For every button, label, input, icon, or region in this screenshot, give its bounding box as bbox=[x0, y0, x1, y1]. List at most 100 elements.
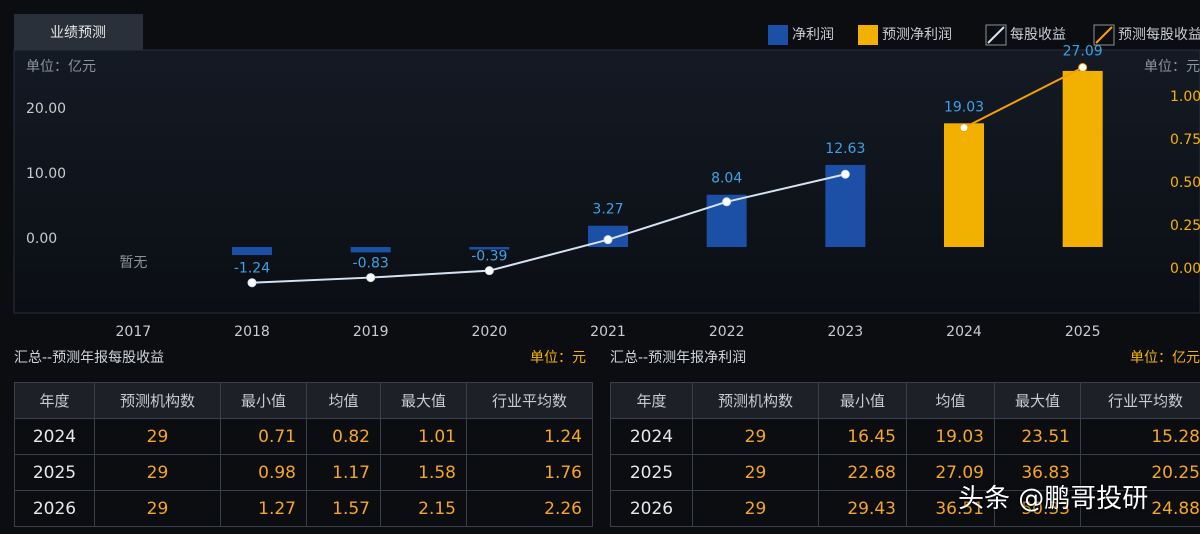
cell: 29 bbox=[692, 490, 819, 527]
legend-swatch bbox=[768, 25, 788, 45]
line-point bbox=[247, 278, 257, 288]
cell: 2.15 bbox=[380, 490, 467, 527]
cell: 29 bbox=[94, 490, 221, 527]
line-point bbox=[603, 235, 613, 245]
cell: 2026 bbox=[14, 490, 95, 527]
line-point bbox=[959, 123, 969, 133]
value-label: 27.09 bbox=[1063, 43, 1103, 59]
bar bbox=[469, 247, 510, 250]
line bbox=[963, 66, 1084, 129]
table-title: 汇总--预测年报每股收益 bbox=[14, 350, 165, 366]
cell: 1.76 bbox=[466, 454, 593, 491]
legend-item: 预测净利润 bbox=[858, 25, 952, 45]
cell: 2025 bbox=[610, 454, 693, 491]
value-label: -0.83 bbox=[353, 256, 389, 272]
right-unit: 单位：元 bbox=[1144, 59, 1200, 75]
table-unit: 单位：亿元 bbox=[1130, 350, 1200, 366]
cell: 2024 bbox=[14, 418, 95, 455]
legend-swatch bbox=[858, 25, 878, 45]
cell: 1.58 bbox=[380, 454, 467, 491]
tab[interactable] bbox=[14, 14, 143, 50]
y-tick-label: 20.00 bbox=[26, 101, 66, 117]
cell: 29 bbox=[692, 418, 819, 455]
header-cell: 行业平均数 bbox=[1080, 382, 1200, 419]
data-row: 2026 29 29.43 36.51 50.33 24.88 bbox=[610, 490, 1200, 527]
header-cell: 行业平均数 bbox=[466, 382, 593, 419]
cell: 2.26 bbox=[466, 490, 593, 527]
cell: 29.43 bbox=[818, 490, 907, 527]
line-point bbox=[840, 169, 850, 179]
cell: 1.27 bbox=[220, 490, 307, 527]
data-row: 2024 29 16.45 19.03 23.51 15.28 bbox=[610, 418, 1200, 455]
cell: 22.68 bbox=[818, 454, 907, 491]
legend-label: 预测每股收益 bbox=[1118, 27, 1200, 43]
y2-tick-label: 0.75 bbox=[1170, 132, 1200, 148]
legend-label: 净利润 bbox=[792, 27, 834, 43]
value-label: 8.04 bbox=[711, 171, 742, 187]
header-cell: 年度 bbox=[610, 382, 693, 419]
header-cell: 预测机构数 bbox=[692, 382, 819, 419]
cell: 0.71 bbox=[220, 418, 307, 455]
chart: 业绩预测 单位：亿元 单位：元 0.00 10.00 20.00 0.00 0.25 0.… bbox=[13, 14, 1200, 340]
cell: 29 bbox=[94, 454, 221, 491]
x-tick-label: 2021 bbox=[590, 324, 626, 340]
header-cell: 最小值 bbox=[220, 382, 307, 419]
value-label: 3.27 bbox=[592, 202, 623, 218]
legend-item: 每股收益 bbox=[985, 24, 1066, 46]
table-title: 汇总--预测年报净利润 bbox=[610, 350, 747, 366]
cell: 2024 bbox=[610, 418, 693, 455]
cell: 19.03 bbox=[906, 418, 995, 455]
legend-item: 净利润 bbox=[768, 25, 834, 45]
cell: 1.57 bbox=[306, 490, 381, 527]
bar bbox=[232, 247, 272, 256]
cell: 16.45 bbox=[818, 418, 907, 455]
cell: 27.09 bbox=[906, 454, 995, 491]
plot-area bbox=[13, 49, 1200, 314]
table: 年度 预测机构数 最小值 均值 最大值 行业平均数 2024 29 0.71 0.82 1.01 1.… bbox=[14, 382, 593, 527]
header-cell: 均值 bbox=[306, 382, 381, 419]
value-label: -1.24 bbox=[234, 261, 270, 277]
cell: 29 bbox=[94, 418, 221, 455]
table-unit: 单位：元 bbox=[530, 350, 586, 366]
header-cell: 最小值 bbox=[818, 382, 907, 419]
line-point bbox=[1078, 62, 1088, 72]
legend-label: 预测净利润 bbox=[882, 27, 952, 43]
cell: 36.51 bbox=[906, 490, 995, 527]
x-tick-label: 2023 bbox=[828, 324, 864, 340]
bar bbox=[350, 247, 391, 253]
header-cell: 最大值 bbox=[380, 382, 467, 419]
y-tick-label: 0.00 bbox=[26, 231, 57, 247]
y2-tick-label: 0.00 bbox=[1170, 261, 1200, 277]
y2-tick-label: 0.25 bbox=[1170, 218, 1200, 234]
value-label: -0.39 bbox=[471, 249, 507, 265]
y2-tick-label: 0.50 bbox=[1170, 175, 1200, 191]
cell: 2025 bbox=[14, 454, 95, 491]
watermark: 头条 @鹏哥投研 bbox=[958, 484, 1149, 514]
data-row: 2025 29 0.98 1.17 1.58 1.76 bbox=[14, 454, 593, 491]
left-unit: 单位：亿元 bbox=[26, 59, 96, 75]
x-tick-label: 2018 bbox=[234, 324, 270, 340]
cell: 1.17 bbox=[306, 454, 381, 491]
legend-label: 每股收益 bbox=[1010, 27, 1066, 43]
y-tick-label: 10.00 bbox=[26, 166, 66, 182]
value-label: 19.03 bbox=[944, 99, 984, 115]
cell: 36.83 bbox=[994, 454, 1081, 491]
x-tick-label: 2024 bbox=[946, 324, 982, 340]
cell: 0.98 bbox=[220, 454, 307, 491]
header-cell: 年度 bbox=[14, 382, 95, 419]
y2-tick-label: 1.00 bbox=[1170, 89, 1200, 105]
table: 年度 预测机构数 最小值 均值 最大值 行业平均数 2024 29 16.45 19.03 23.5… bbox=[610, 382, 1200, 527]
legend-swatch bbox=[987, 26, 1005, 44]
header-cell: 最大值 bbox=[994, 382, 1081, 419]
x-tick-label: 2017 bbox=[116, 324, 152, 340]
bar bbox=[944, 123, 984, 247]
cell: 29 bbox=[692, 454, 819, 491]
legend-swatch bbox=[985, 24, 1007, 46]
cell: 50.33 bbox=[994, 490, 1081, 527]
tab-label[interactable]: 业绩预测 bbox=[50, 25, 106, 41]
line-point bbox=[484, 266, 494, 276]
header-row: 年度 预测机构数 最小值 均值 最大值 行业平均数 bbox=[14, 382, 593, 419]
header-row: 年度 预测机构数 最小值 均值 最大值 行业平均数 bbox=[610, 382, 1200, 419]
cell: 20.25 bbox=[1080, 454, 1200, 491]
